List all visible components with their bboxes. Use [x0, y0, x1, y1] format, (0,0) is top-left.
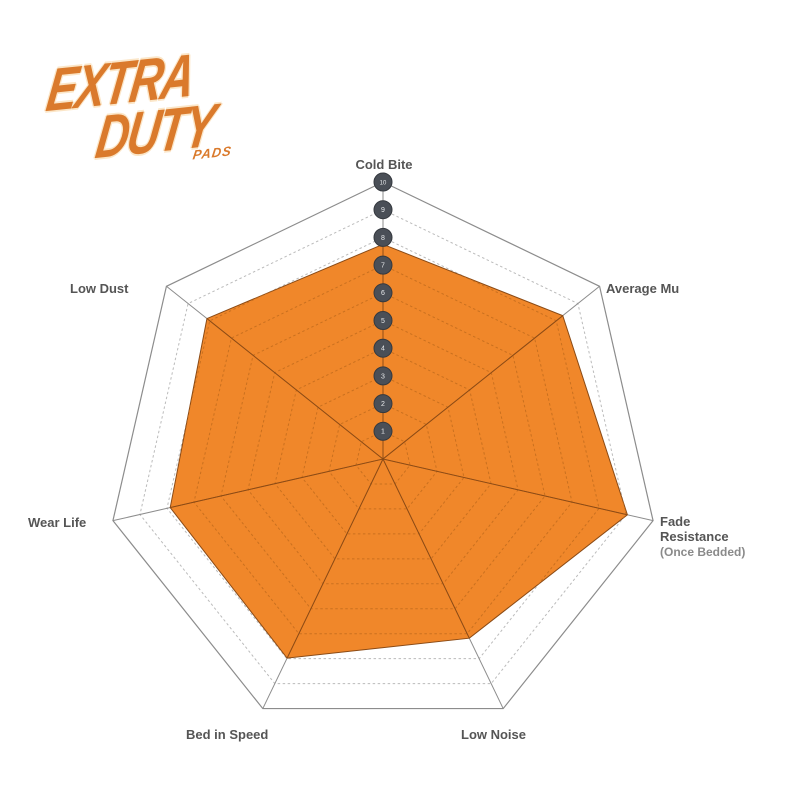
svg-text:10: 10 — [380, 180, 387, 186]
svg-text:2: 2 — [381, 401, 385, 408]
svg-text:9: 9 — [381, 207, 385, 214]
svg-text:7: 7 — [381, 263, 385, 270]
svg-text:8: 8 — [381, 235, 385, 242]
svg-text:3: 3 — [381, 373, 385, 380]
svg-text:1: 1 — [381, 429, 385, 436]
svg-text:4: 4 — [381, 346, 385, 353]
svg-text:5: 5 — [381, 318, 385, 325]
svg-text:6: 6 — [381, 290, 385, 297]
